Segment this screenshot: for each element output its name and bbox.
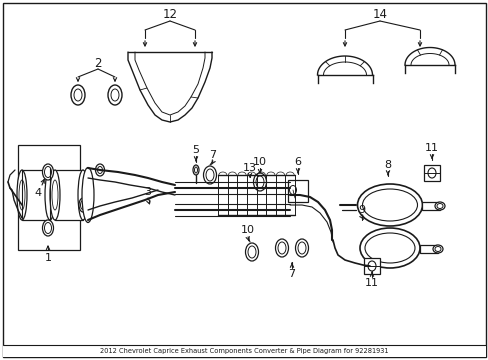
Text: 6: 6 — [294, 157, 301, 167]
Ellipse shape — [17, 170, 27, 220]
Ellipse shape — [357, 184, 422, 226]
Ellipse shape — [95, 164, 104, 176]
Text: 4: 4 — [34, 188, 41, 198]
Ellipse shape — [432, 245, 442, 253]
Bar — [3, 345, 485, 357]
Ellipse shape — [253, 173, 266, 191]
Ellipse shape — [256, 176, 264, 188]
Ellipse shape — [427, 168, 435, 178]
Bar — [421, 202, 439, 210]
Ellipse shape — [78, 170, 88, 220]
Ellipse shape — [436, 203, 442, 208]
Text: 8: 8 — [384, 160, 391, 170]
Text: 13: 13 — [243, 163, 257, 173]
Ellipse shape — [364, 233, 414, 263]
Bar — [419, 245, 437, 253]
Ellipse shape — [52, 180, 58, 210]
Ellipse shape — [194, 167, 197, 173]
Ellipse shape — [97, 166, 102, 174]
Ellipse shape — [44, 166, 51, 177]
Ellipse shape — [82, 167, 94, 222]
Ellipse shape — [205, 169, 214, 181]
Ellipse shape — [297, 242, 305, 254]
Ellipse shape — [111, 89, 119, 101]
Text: 10: 10 — [252, 157, 266, 167]
Text: 11: 11 — [364, 278, 378, 288]
Text: 10: 10 — [241, 225, 254, 235]
Ellipse shape — [44, 222, 51, 234]
Ellipse shape — [79, 198, 87, 212]
Bar — [55, 170, 83, 220]
Text: 3: 3 — [144, 187, 151, 197]
Text: 2012 Chevrolet Caprice Exhaust Components Converter & Pipe Diagram for 92281931: 2012 Chevrolet Caprice Exhaust Component… — [100, 348, 387, 354]
Ellipse shape — [295, 239, 308, 257]
Ellipse shape — [42, 220, 53, 236]
Ellipse shape — [71, 85, 85, 105]
Text: 1: 1 — [44, 253, 51, 263]
Ellipse shape — [42, 164, 53, 180]
Text: 5: 5 — [192, 145, 199, 155]
Text: 12: 12 — [162, 8, 177, 21]
Text: 7: 7 — [288, 269, 295, 279]
Ellipse shape — [74, 89, 82, 101]
Ellipse shape — [45, 170, 55, 220]
Ellipse shape — [434, 202, 444, 210]
Text: 7: 7 — [209, 150, 216, 160]
Text: 11: 11 — [424, 143, 438, 153]
Bar — [18, 145, 80, 250]
Ellipse shape — [81, 201, 85, 210]
Ellipse shape — [362, 189, 417, 221]
Ellipse shape — [19, 180, 25, 210]
Bar — [423, 165, 439, 181]
Ellipse shape — [247, 246, 256, 258]
Bar — [22, 170, 50, 220]
Text: 14: 14 — [372, 8, 386, 21]
Ellipse shape — [289, 185, 296, 194]
Ellipse shape — [203, 166, 216, 184]
Ellipse shape — [193, 165, 199, 175]
Bar — [287, 180, 307, 202]
Ellipse shape — [278, 242, 285, 254]
Ellipse shape — [245, 243, 258, 261]
Ellipse shape — [359, 228, 419, 268]
Bar — [363, 258, 379, 274]
Text: 9: 9 — [358, 205, 365, 215]
Text: 2: 2 — [94, 57, 102, 69]
Ellipse shape — [434, 247, 440, 252]
Ellipse shape — [50, 170, 60, 220]
Ellipse shape — [367, 261, 375, 271]
Ellipse shape — [275, 239, 288, 257]
Ellipse shape — [108, 85, 122, 105]
